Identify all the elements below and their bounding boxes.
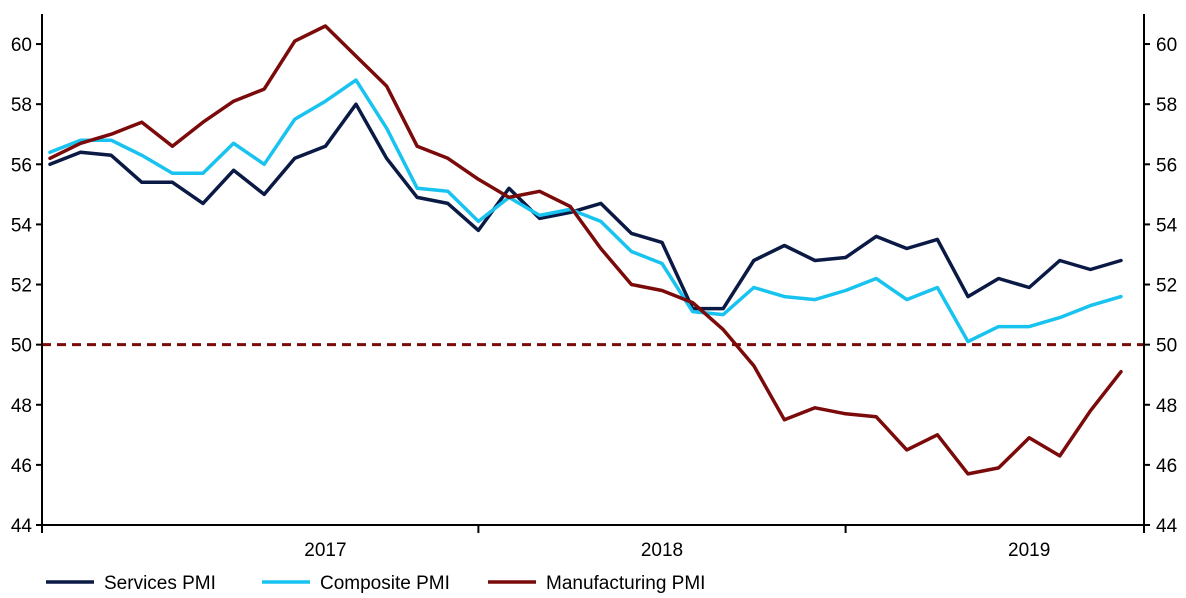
left-y-tick-label: 44 bbox=[11, 516, 33, 537]
left-y-tick-label: 50 bbox=[11, 336, 32, 357]
series-line-services-pmi bbox=[48, 102, 1123, 311]
series-line-manufacturing-pmi bbox=[48, 24, 1123, 476]
right-y-tick-label: 52 bbox=[1156, 276, 1177, 297]
left-y-tick-label: 46 bbox=[11, 456, 32, 477]
x-year-label: 2018 bbox=[641, 540, 683, 561]
right-y-tick-label: 58 bbox=[1156, 95, 1177, 116]
left-y-tick-label: 56 bbox=[11, 155, 32, 176]
legend-label: Manufacturing PMI bbox=[546, 573, 705, 594]
right-y-tick-label: 46 bbox=[1156, 456, 1177, 477]
axes: 44 44 46 46 48 48 50 50 52 52 54 54 56 56 58 58 60 60 2017… bbox=[11, 14, 1178, 561]
legend: Services PMI Composite PMI Manufacturing P… bbox=[46, 573, 705, 594]
right-y-tick-label: 50 bbox=[1156, 336, 1177, 357]
right-y-tick-label: 54 bbox=[1156, 215, 1178, 236]
x-year-label: 2017 bbox=[304, 540, 346, 561]
x-year-label: 2019 bbox=[1008, 540, 1050, 561]
left-y-tick-label: 52 bbox=[11, 276, 32, 297]
legend-label: Composite PMI bbox=[320, 573, 450, 594]
left-y-tick-label: 58 bbox=[11, 95, 32, 116]
right-y-tick-label: 48 bbox=[1156, 396, 1177, 417]
left-y-tick-label: 60 bbox=[11, 35, 32, 56]
right-y-tick-label: 56 bbox=[1156, 155, 1177, 176]
right-y-tick-label: 60 bbox=[1156, 35, 1177, 56]
left-y-tick-label: 54 bbox=[11, 215, 33, 236]
series-line-composite-pmi bbox=[48, 78, 1123, 344]
left-y-tick-label: 48 bbox=[11, 396, 32, 417]
legend-label: Services PMI bbox=[104, 573, 216, 594]
plot-area bbox=[42, 24, 1144, 476]
right-y-tick-label: 44 bbox=[1156, 516, 1178, 537]
